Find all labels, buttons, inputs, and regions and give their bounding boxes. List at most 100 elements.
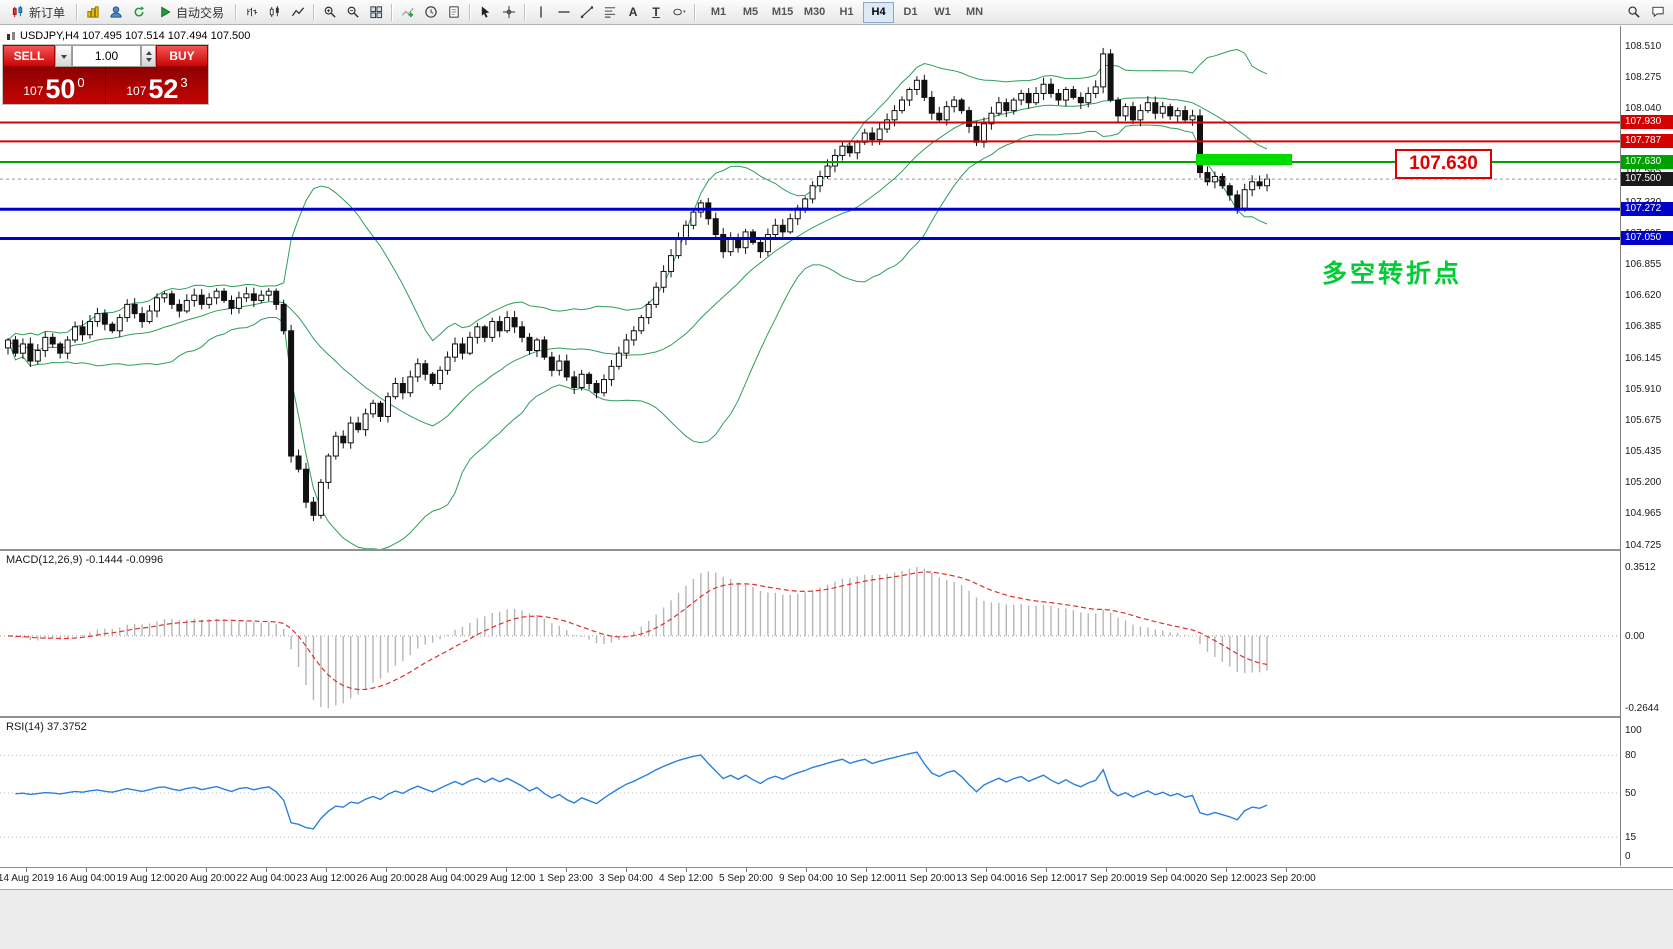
horizontal-line-icon <box>558 11 570 13</box>
timeframe-button-D1[interactable]: D1 <box>903 6 918 18</box>
volume-increase-button[interactable] <box>142 46 155 56</box>
toolbar-separator <box>313 3 316 21</box>
rsi-axis-label: 80 <box>1625 750 1637 762</box>
time-axis-label: 23 Aug 12:00 <box>296 873 356 884</box>
chat-button[interactable] <box>1647 2 1669 22</box>
price-level-lines[interactable] <box>0 121 1620 240</box>
text-tool-button[interactable]: A <box>622 2 644 22</box>
autotrading-button[interactable]: 自动交易 <box>151 2 231 22</box>
time-axis-label: 28 Aug 04:00 <box>416 873 476 884</box>
bar-chart-button[interactable] <box>241 2 263 22</box>
price-axis-label: 105.200 <box>1625 477 1662 489</box>
timeframe-button-M1[interactable]: M1 <box>710 6 727 18</box>
templates-button[interactable] <box>443 2 465 22</box>
volume-spinner[interactable] <box>141 45 156 67</box>
price-axis-label: 106.145 <box>1625 352 1662 364</box>
vertical-line-icon <box>540 6 542 18</box>
refresh-icon <box>134 6 145 17</box>
price-tag-107.500[interactable]: 107.500 <box>1621 172 1673 187</box>
trendline-tool-button[interactable] <box>576 2 598 22</box>
chinese-note-annotation[interactable]: 多空转折点 <box>1322 260 1463 288</box>
buy-price[interactable]: 107 52 3 <box>106 67 208 104</box>
horizontal-line-tool-button[interactable] <box>553 2 575 22</box>
line-chart-button[interactable] <box>287 2 309 22</box>
timeframe-button-M15[interactable]: M15 <box>771 6 794 18</box>
price-tag-107.930[interactable]: 107.930 <box>1621 115 1673 130</box>
zoom-out-button[interactable] <box>342 2 364 22</box>
time-tick <box>1286 868 1287 872</box>
search-button[interactable] <box>1623 2 1645 22</box>
time-axis-label: 19 Sep 04:00 <box>1136 873 1196 884</box>
time-axis-label: 13 Sep 04:00 <box>956 873 1016 884</box>
timeframe-button-M30[interactable]: M30 <box>803 6 826 18</box>
bollinger-bands <box>7 48 1268 551</box>
timeframe-button-H1[interactable]: H1 <box>839 6 854 18</box>
panel-splitter-rsi[interactable] <box>0 716 1673 719</box>
chart-symbol-header: USDJPY,H4 107.495 107.514 107.494 107.50… <box>6 30 250 42</box>
indicators-button[interactable] <box>397 2 419 22</box>
price-axis: 108.510108.275108.040107.805107.565107.3… <box>1620 26 1673 866</box>
new-order-label: 新订单 <box>29 5 66 20</box>
price-axis-label: 108.510 <box>1625 41 1662 52</box>
caret-down-icon <box>145 57 152 65</box>
panel-splitter-macd[interactable] <box>0 549 1673 552</box>
volume-decrease-button[interactable] <box>142 56 155 66</box>
trendline-icon <box>580 6 594 18</box>
price-axis-label: 104.965 <box>1625 508 1662 520</box>
price-axis-label: 106.620 <box>1625 290 1662 302</box>
profile-button[interactable] <box>105 2 127 22</box>
symbol-mini-icon <box>7 32 15 40</box>
crosshair-button[interactable] <box>498 2 520 22</box>
price-axis-label: 105.435 <box>1625 446 1662 458</box>
refresh-button[interactable] <box>128 2 150 22</box>
price-tag-107.272[interactable]: 107.272 <box>1621 202 1673 217</box>
timeframe-button-W1[interactable]: W1 <box>934 6 951 18</box>
time-tick <box>1106 868 1107 872</box>
fibonacci-tool-button[interactable] <box>599 2 621 22</box>
shapes-tool-button[interactable] <box>668 2 690 22</box>
time-tick <box>1226 868 1227 872</box>
macd-header: MACD(12,26,9) -0.1444 -0.0996 <box>6 554 164 566</box>
timeframe-button-H4[interactable]: H4 <box>863 1 895 23</box>
new-order-button[interactable]: 新订单 <box>4 2 72 22</box>
time-tick <box>686 868 687 872</box>
price-tag-107.787[interactable]: 107.787 <box>1621 134 1673 149</box>
zoom-in-button[interactable] <box>319 2 341 22</box>
main-toolbar: 新订单 自动交易 <box>0 0 1673 25</box>
text-tool-icon: A <box>628 5 638 19</box>
candlestick-chart-button[interactable] <box>264 2 286 22</box>
volume-dropdown-button[interactable] <box>55 45 72 67</box>
vertical-line-tool-button[interactable] <box>530 2 552 22</box>
template-icon <box>449 6 459 18</box>
time-axis-label: 20 Sep 12:00 <box>1196 873 1256 884</box>
price-tag-107.050[interactable]: 107.050 <box>1621 231 1673 246</box>
rsi-axis-label: 0 <box>1625 851 1631 862</box>
timeframe-button-MN[interactable]: MN <box>965 6 984 18</box>
symbols-button[interactable] <box>82 2 104 22</box>
time-tick <box>386 868 387 872</box>
sell-price[interactable]: 107 50 0 <box>3 67 106 104</box>
buy-price-pips: 52 <box>148 74 179 105</box>
cursor-icon <box>481 6 490 18</box>
time-tick <box>746 868 747 872</box>
tile-windows-button[interactable] <box>365 2 387 22</box>
status-bar <box>0 889 1673 949</box>
timeframe-button-M5[interactable]: M5 <box>742 6 759 18</box>
label-tool-button[interactable]: T <box>645 2 667 22</box>
highlight-rectangle[interactable] <box>1196 154 1292 166</box>
price-level-annotation-box[interactable]: 107.630 <box>1395 149 1492 179</box>
price-axis-label: 105.910 <box>1625 383 1662 395</box>
sell-button[interactable]: SELL <box>3 45 55 67</box>
symbols-icon <box>87 6 99 18</box>
buy-button[interactable]: BUY <box>156 45 208 67</box>
price-tag-107.630[interactable]: 107.630 <box>1621 155 1673 170</box>
time-axis-label: 29 Aug 12:00 <box>476 873 536 884</box>
periods-button[interactable] <box>420 2 442 22</box>
cursor-button[interactable] <box>475 2 497 22</box>
autotrading-play-icon <box>161 6 171 18</box>
volume-input[interactable] <box>72 45 141 67</box>
caret-down-icon <box>60 54 67 62</box>
price-axis-label: 106.385 <box>1625 321 1662 333</box>
sell-price-figure: 107 <box>23 84 44 98</box>
